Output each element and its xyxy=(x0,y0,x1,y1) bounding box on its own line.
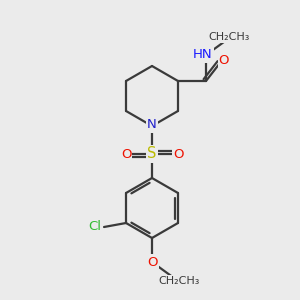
Text: HN: HN xyxy=(193,49,213,62)
Text: O: O xyxy=(219,55,229,68)
Text: Cl: Cl xyxy=(88,220,101,232)
Text: O: O xyxy=(121,148,131,160)
Text: CH₂CH₃: CH₂CH₃ xyxy=(158,276,200,286)
Text: O: O xyxy=(173,148,183,160)
Text: O: O xyxy=(148,256,158,268)
Text: S: S xyxy=(147,146,157,161)
Text: CH₂CH₃: CH₂CH₃ xyxy=(208,32,250,42)
Text: N: N xyxy=(147,118,157,131)
